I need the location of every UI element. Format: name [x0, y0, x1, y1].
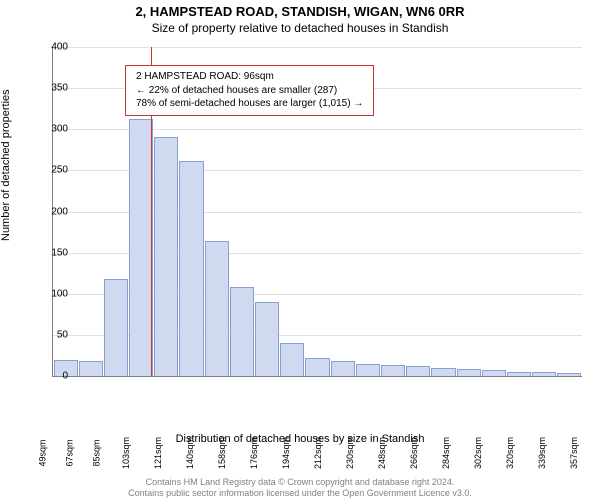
footer-line: Contains HM Land Registry data © Crown c…	[0, 477, 600, 489]
footer-line: Contains public sector information licen…	[0, 488, 600, 500]
annotation-line: ← 22% of detached houses are smaller (28…	[136, 84, 363, 98]
bar	[431, 368, 455, 376]
y-tick-label: 300	[40, 124, 68, 135]
bar	[154, 137, 178, 376]
bar	[230, 287, 254, 376]
page-title: 2, HAMPSTEAD ROAD, STANDISH, WIGAN, WN6 …	[0, 4, 600, 19]
bar	[381, 365, 405, 377]
bar	[406, 366, 430, 376]
bar	[280, 343, 304, 376]
annotation-line: 2 HAMPSTEAD ROAD: 96sqm	[136, 70, 363, 84]
attribution-footer: Contains HM Land Registry data © Crown c…	[0, 477, 600, 500]
bar	[507, 372, 531, 376]
y-tick-label: 400	[40, 42, 68, 53]
bar	[205, 241, 229, 376]
y-tick-label: 100	[40, 288, 68, 299]
x-axis-label: Distribution of detached houses by size …	[0, 433, 600, 445]
plot-region: 2 HAMPSTEAD ROAD: 96sqm ← 22% of detache…	[52, 47, 582, 377]
y-tick-label: 250	[40, 165, 68, 176]
chart-area: Number of detached properties 2 HAMPSTEA…	[0, 41, 600, 451]
bar	[104, 279, 128, 376]
y-axis-label: Number of detached properties	[0, 89, 12, 241]
bar	[482, 370, 506, 376]
annotation-line: 78% of semi-detached houses are larger (…	[136, 97, 363, 111]
page-subtitle: Size of property relative to detached ho…	[0, 21, 600, 35]
bar	[356, 364, 380, 376]
bar	[79, 361, 103, 376]
bar	[557, 373, 581, 376]
bar	[179, 161, 203, 376]
bar	[532, 372, 556, 376]
y-tick-label: 150	[40, 247, 68, 258]
annotation-box: 2 HAMPSTEAD ROAD: 96sqm ← 22% of detache…	[125, 65, 374, 116]
bar	[331, 361, 355, 376]
bar	[457, 369, 481, 376]
y-tick-label: 50	[40, 329, 68, 340]
x-tick-group: 49sqm67sqm85sqm103sqm121sqm140sqm158sqm1…	[52, 379, 582, 439]
bar	[305, 358, 329, 376]
y-tick-label: 200	[40, 206, 68, 217]
bar	[129, 119, 153, 376]
y-tick-label: 350	[40, 83, 68, 94]
bar	[255, 302, 279, 376]
